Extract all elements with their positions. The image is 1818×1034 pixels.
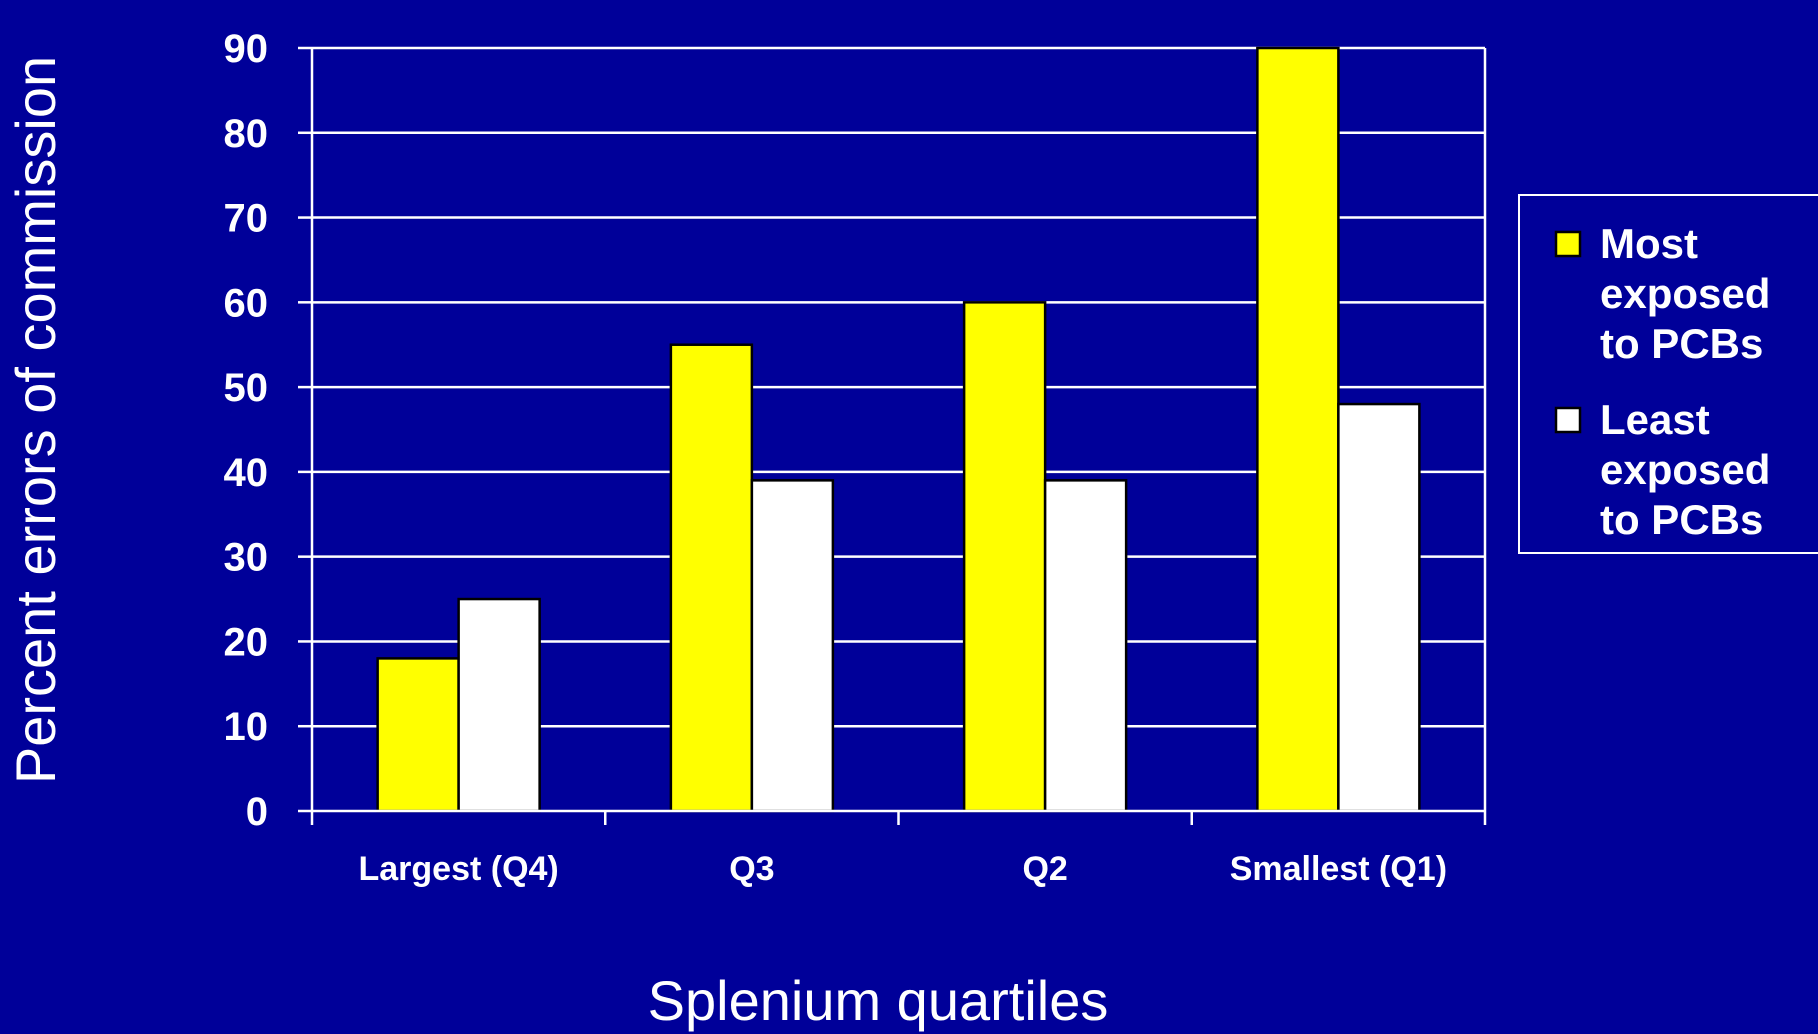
- legend-label: exposed: [1600, 446, 1770, 493]
- x-tick-label: Largest (Q4): [358, 850, 558, 888]
- bars: [376, 46, 1421, 813]
- legend-label: Least: [1600, 396, 1710, 443]
- y-tick-label: 40: [224, 451, 269, 495]
- legend-label: Most: [1600, 220, 1698, 267]
- legend-swatch: [1554, 406, 1582, 434]
- y-tick-label: 0: [246, 790, 268, 834]
- legend-label: to PCBs: [1600, 320, 1763, 367]
- y-tick-label: 50: [224, 366, 269, 410]
- y-tick-label: 80: [224, 112, 269, 156]
- bar-most-exposed: [376, 657, 460, 813]
- bar-most-exposed: [1256, 46, 1340, 813]
- x-tick-label: Smallest (Q1): [1230, 850, 1447, 888]
- y-tick-label: 10: [224, 705, 269, 749]
- bar-most-exposed: [669, 343, 754, 813]
- legend-swatch: [1554, 230, 1582, 258]
- legend-label: to PCBs: [1600, 496, 1763, 543]
- y-tick-label: 90: [224, 27, 269, 71]
- legend-box: [1518, 194, 1818, 554]
- legend-label: exposed: [1600, 270, 1770, 317]
- x-axis-title: Splenium quartiles: [648, 969, 1109, 1032]
- bar-least-exposed: [457, 597, 541, 813]
- y-tick-label: 30: [224, 536, 269, 580]
- y-axis-title: Percent errors of commission: [4, 56, 67, 784]
- y-tick-label: 60: [224, 281, 269, 325]
- axes: [298, 46, 1487, 825]
- tick-labels: 0 10 20 30 40 50 60 70 80 90 Largest (Q4) Q3 Q2 Small…: [224, 27, 1448, 888]
- bar-most-exposed: [962, 301, 1047, 813]
- y-tick-label: 20: [224, 620, 269, 664]
- x-tick-label: Q3: [729, 850, 774, 888]
- bar-least-exposed: [750, 479, 835, 813]
- bar-least-exposed: [1337, 402, 1421, 813]
- y-tick-label: 70: [224, 197, 269, 241]
- bar-least-exposed: [1043, 479, 1128, 813]
- x-tick-label: Q2: [1022, 850, 1067, 888]
